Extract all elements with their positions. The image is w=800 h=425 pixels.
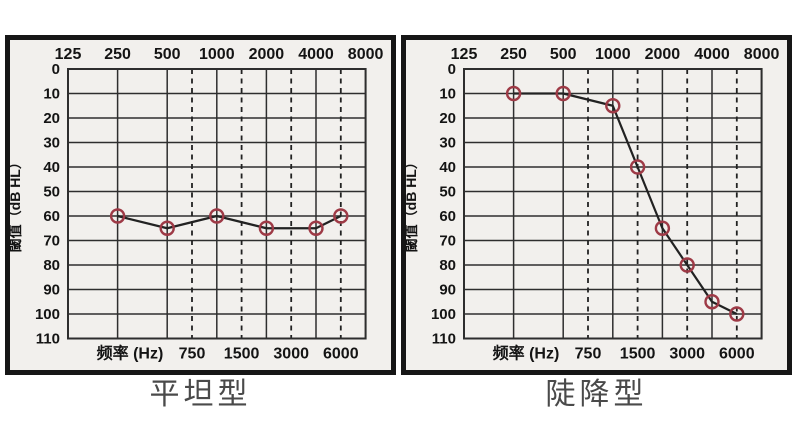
y-axis-tick-label: 80 — [43, 257, 60, 274]
data-point-marker — [729, 306, 745, 322]
chart-title-sloping: 陡降型 — [545, 377, 648, 412]
y-axis-tick-label: 30 — [439, 135, 456, 152]
data-point-marker — [629, 159, 646, 175]
chart-title-flat: 平坦型 — [149, 377, 252, 412]
y-axis-tick-label: 0 — [448, 61, 456, 78]
plot-frame — [463, 68, 763, 340]
bottom-axis-tick-label: 6000 — [719, 346, 755, 363]
bottom-axis-tick-label: 1500 — [224, 346, 260, 363]
top-axis-tick-label: 500 — [154, 46, 181, 63]
x-axis-unit-label: 频率 (Hz) — [493, 344, 560, 363]
data-point-marker — [333, 208, 349, 224]
data-point-marker — [258, 220, 275, 236]
bottom-axis-tick-label: 3000 — [273, 346, 309, 363]
data-point-marker — [308, 220, 324, 236]
threshold-line — [117, 214, 342, 230]
top-axis-tick-label: 8000 — [348, 46, 384, 63]
bottom-axis-tick-label: 1500 — [620, 346, 656, 363]
y-axis-tick-label: 110 — [36, 331, 60, 348]
top-axis-tick-label: 1000 — [199, 46, 235, 63]
plot-frame — [67, 68, 367, 340]
y-axis-tick-label: 90 — [43, 282, 60, 299]
y-axis-tick-label: 70 — [43, 233, 60, 250]
y-axis-tick-label: 80 — [439, 257, 456, 274]
top-axis-tick-label: 2000 — [645, 46, 681, 63]
bottom-axis-tick-label: 750 — [179, 346, 206, 363]
top-axis-tick-label: 2000 — [249, 46, 285, 63]
y-axis-tick-label: 100 — [431, 306, 456, 323]
y-axis-tick-label: 40 — [439, 159, 456, 176]
top-axis-tick-label: 500 — [550, 46, 577, 63]
audiogram-chart-sloping: 0 10 20 30 40 50 60 70 80 90 100 110 125 250 500 1000 20… — [406, 46, 780, 363]
y-axis-tick-label: 10 — [439, 86, 456, 103]
y-axis-tick-label: 100 — [35, 306, 60, 323]
y-axis-tick-label: 10 — [43, 86, 60, 103]
y-axis-title: 閾值（dB HL） — [406, 155, 419, 252]
y-axis-tick-label: 110 — [432, 331, 456, 348]
top-axis-tick-label: 250 — [104, 46, 131, 63]
top-axis-tick-label: 4000 — [694, 46, 730, 63]
y-axis-tick-label: 90 — [439, 282, 456, 299]
data-point-marker — [209, 208, 225, 224]
top-axis-tick-label: 250 — [500, 46, 527, 63]
y-axis-title: 閾值（dB HL） — [10, 155, 23, 252]
bottom-axis-tick-label: 3000 — [669, 346, 705, 363]
top-axis-tick-label: 4000 — [298, 46, 334, 63]
audiogram-chart-flat: 0 10 20 30 40 50 60 70 80 90 100 110 125 250 500 1000 20… — [10, 46, 384, 363]
y-axis-tick-label: 60 — [439, 208, 456, 225]
y-axis-tick-label: 50 — [439, 184, 456, 201]
bottom-axis-tick-label: 6000 — [323, 346, 359, 363]
top-axis-tick-label: 8000 — [744, 46, 780, 63]
audiogram-panel-flat: 0 10 20 30 40 50 60 70 80 90 100 110 125 250 500 1000 20… — [5, 35, 396, 375]
bottom-axis-tick-label: 750 — [575, 346, 602, 363]
threshold-line — [513, 92, 738, 315]
data-point-marker — [605, 98, 621, 114]
y-axis-tick-label: 20 — [43, 110, 60, 127]
data-point-marker — [505, 85, 522, 102]
y-axis-tick-label: 30 — [43, 135, 60, 152]
y-axis-tick-label: 0 — [52, 61, 60, 78]
data-point-marker — [555, 85, 571, 102]
y-axis-tick-label: 40 — [43, 159, 60, 176]
data-point-marker — [704, 294, 720, 310]
x-axis-unit-label: 频率 (Hz) — [97, 344, 164, 363]
y-axis-tick-label: 70 — [439, 233, 456, 250]
top-axis-tick-label: 125 — [55, 46, 82, 63]
data-point-marker — [159, 220, 175, 236]
y-axis-tick-label: 50 — [43, 184, 60, 201]
audiogram-panel-sloping: 0 10 20 30 40 50 60 70 80 90 100 110 125 250 500 1000 20… — [401, 35, 792, 375]
data-point-marker — [109, 208, 126, 224]
top-axis-tick-label: 1000 — [595, 46, 631, 63]
y-axis-tick-label: 60 — [43, 208, 60, 225]
y-axis-tick-label: 20 — [439, 110, 456, 127]
data-point-marker — [679, 257, 695, 273]
top-axis-tick-label: 125 — [451, 46, 478, 63]
data-point-marker — [654, 220, 671, 236]
